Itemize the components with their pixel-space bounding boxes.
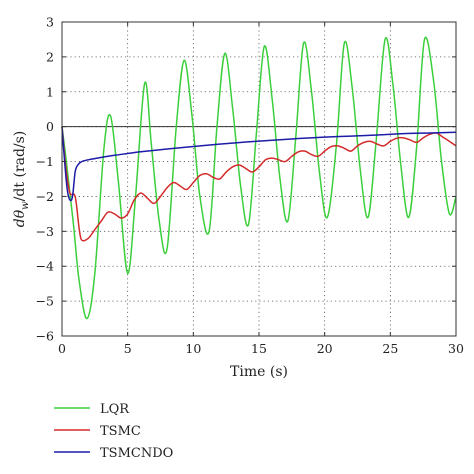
y-tick-label: 3 bbox=[46, 15, 54, 30]
legend-label: TSMC bbox=[100, 424, 141, 439]
x-axis-label: Time (s) bbox=[230, 364, 288, 380]
y-axis-label-suffix: /dt (rad/s) bbox=[12, 131, 28, 202]
y-axis-label: dθw/dt (rad/s) bbox=[12, 131, 31, 228]
y-tick-label: 0 bbox=[46, 119, 54, 134]
series-line-lqr bbox=[61, 36, 457, 320]
y-tick-label: −3 bbox=[36, 224, 54, 239]
x-tick-label: 0 bbox=[58, 341, 66, 356]
y-tick-label: 1 bbox=[46, 84, 54, 99]
tick-marks bbox=[61, 21, 457, 337]
y-tick-label: 2 bbox=[46, 49, 54, 64]
x-tick-label: 5 bbox=[124, 341, 132, 356]
y-axis-label-main: dθ bbox=[12, 209, 28, 227]
y-tick-label: −1 bbox=[36, 154, 54, 169]
legend-label: LQR bbox=[100, 402, 130, 417]
y-tick-label: −4 bbox=[36, 259, 54, 274]
legend: LQR TSMC TSMCNDO bbox=[54, 402, 173, 461]
y-axis-label-sub: w bbox=[20, 201, 31, 210]
y-tick-label: −2 bbox=[36, 189, 54, 204]
legend-label: TSMCNDO bbox=[100, 446, 173, 461]
y-tick-label: −5 bbox=[36, 294, 54, 309]
y-tick-label: −6 bbox=[36, 329, 54, 344]
series-lines bbox=[61, 36, 457, 320]
x-tick-label: 10 bbox=[185, 341, 201, 356]
x-tick-label: 25 bbox=[382, 341, 398, 356]
x-tick-label: 30 bbox=[448, 341, 464, 356]
x-tick-label: 20 bbox=[317, 341, 333, 356]
series-line-tsmc bbox=[61, 126, 457, 242]
series-line-tsmcndo bbox=[61, 126, 457, 202]
x-tick-label: 15 bbox=[251, 341, 267, 356]
